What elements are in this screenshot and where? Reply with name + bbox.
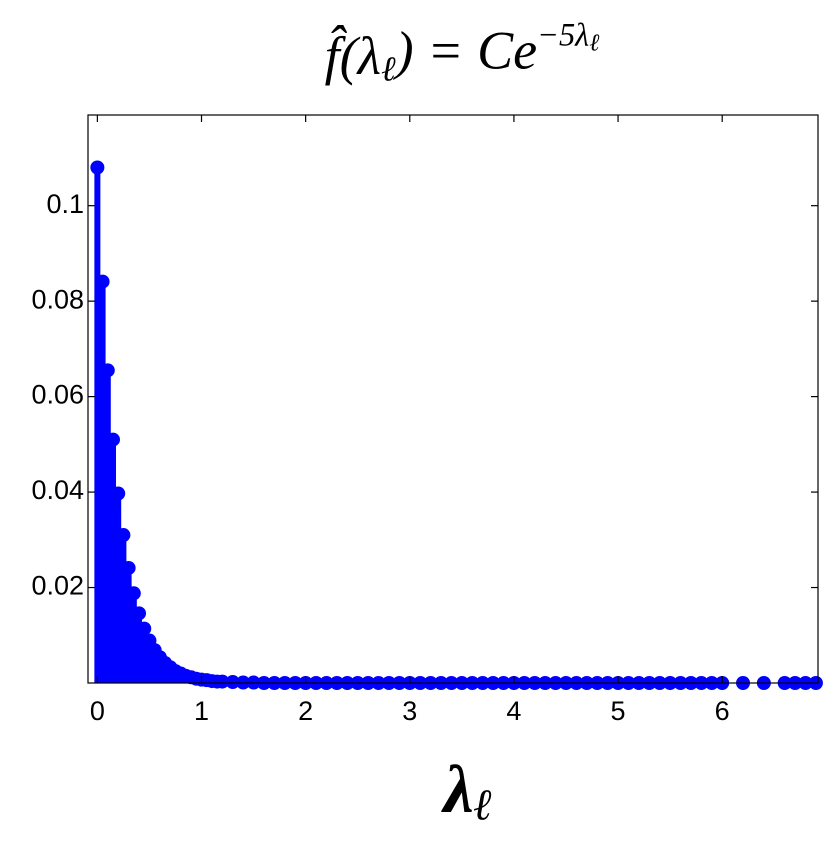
title-part: ℓ [381,50,396,89]
marker [132,606,147,621]
marker [116,528,131,543]
marker [100,363,115,378]
chart-title: f̂(λℓ) = Ce−5λℓ [325,18,600,89]
x-axis-label: λℓ [440,751,492,830]
marker [126,586,141,601]
plot-frame [87,114,819,684]
x-tick-label: 1 [194,696,209,726]
title-part: f̂(λ [325,24,381,86]
title-part: −5λ [537,18,589,54]
marker [105,432,120,447]
x-tick-label: 6 [715,696,730,726]
x-tick-label: 4 [506,696,521,726]
marker [137,621,152,636]
title-part: ℓ [589,29,599,56]
title-part: ) = Ce [393,21,537,81]
marker [90,160,105,175]
y-tick-label: 0.04 [31,475,84,505]
marker [225,675,240,690]
x_label-part: ℓ [474,780,493,829]
y-tick-label: 0.1 [46,189,84,219]
marker [95,274,110,289]
marker [215,674,230,689]
x-tick-label: 3 [402,696,417,726]
x-tick-label: 2 [298,696,313,726]
x_label-part: λ [440,751,473,827]
y-tick-label: 0.06 [31,380,84,410]
marker [111,486,126,501]
x-tick-label: 0 [90,696,105,726]
y-tick-label: 0.02 [31,571,84,601]
marker [121,560,136,575]
x-tick-label: 5 [611,696,626,726]
y-tick-label: 0.08 [31,284,84,314]
